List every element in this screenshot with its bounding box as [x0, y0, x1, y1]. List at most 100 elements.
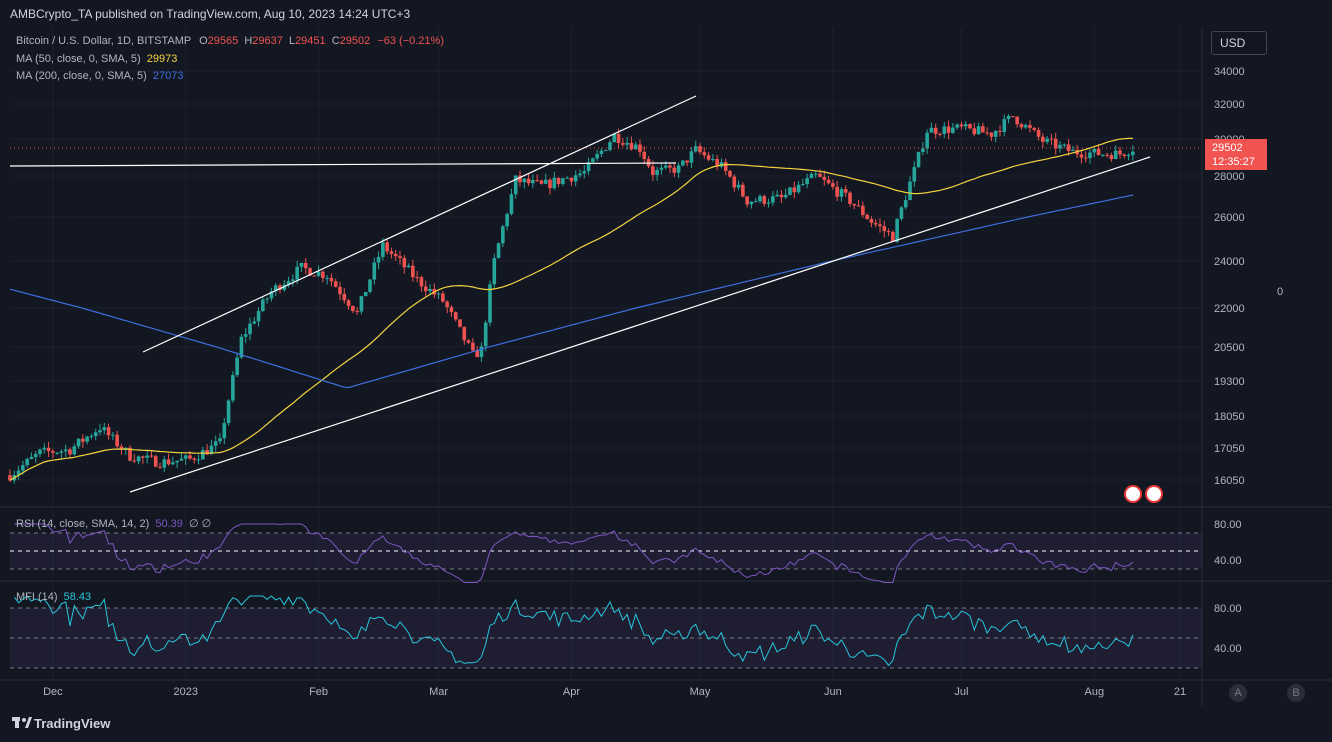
candle-body	[42, 447, 47, 450]
candle-body	[213, 441, 218, 446]
candle-body	[188, 455, 192, 459]
rsi-label: RSI (14, close, SMA, 14, 2)	[16, 518, 150, 530]
last-price-tag: 29502 12:35:27	[1205, 139, 1267, 170]
candle-body	[818, 173, 822, 177]
candle-body	[372, 262, 377, 280]
candle-body	[479, 346, 484, 358]
candle-body	[93, 432, 98, 437]
candle-body	[278, 285, 282, 290]
candle-body	[891, 232, 895, 242]
candle-body	[998, 130, 1002, 132]
candle-body	[882, 226, 887, 232]
candle-body	[303, 262, 308, 269]
candle-body	[68, 449, 72, 455]
candle-body	[745, 196, 749, 205]
candle-body	[81, 438, 85, 442]
candle-body	[119, 446, 124, 450]
candle-body	[445, 301, 449, 308]
candle-body	[698, 146, 702, 153]
candle-body	[483, 322, 488, 347]
symbol-name: Bitcoin / U.S. Dollar, 1D, BITSTAMP	[16, 35, 192, 47]
ma200-legend: MA (200, close, 0, SMA, 5) 27073	[16, 70, 184, 82]
candle-body	[359, 296, 364, 312]
candle-body	[63, 449, 68, 452]
candle-body	[1126, 155, 1131, 157]
mfi-value: 58.43	[63, 591, 92, 603]
candle-body	[651, 166, 655, 175]
candle-body	[89, 436, 94, 438]
candle-body	[685, 160, 689, 163]
candle-body	[59, 451, 64, 453]
last-price: 29502	[1212, 142, 1243, 154]
mfi-label: MFI (14)	[16, 591, 58, 603]
candle-body	[805, 178, 809, 185]
candle-body	[612, 134, 617, 143]
candle-body	[921, 148, 925, 153]
candle-body	[376, 256, 381, 263]
candle-body	[942, 126, 947, 134]
candle-body	[822, 176, 827, 180]
candle-body	[616, 134, 621, 144]
main-pane	[10, 28, 1202, 506]
log-scale-button[interactable]: B	[1287, 684, 1305, 702]
candle-body	[16, 470, 21, 476]
candle-body	[775, 194, 779, 197]
ma200-label: MA (200, close, 0, SMA, 5)	[16, 70, 147, 82]
symbol-legend: Bitcoin / U.S. Dollar, 1D, BITSTAMP O295…	[16, 35, 444, 47]
candle-body	[38, 449, 42, 455]
candle-body	[128, 447, 132, 461]
candle-body	[719, 162, 724, 167]
candle-body	[599, 150, 604, 155]
x-tick-label: Aug	[1084, 686, 1104, 698]
rsi-tick-label: 40.00	[1214, 555, 1242, 567]
candle-body	[681, 160, 685, 166]
ma50-legend: MA (50, close, 0, SMA, 5) 29973	[16, 53, 177, 65]
candle-body	[406, 265, 411, 268]
candle-body	[771, 196, 775, 203]
candle-body	[355, 311, 359, 313]
auto-scale-button[interactable]: A	[1229, 684, 1247, 702]
candle-body	[831, 183, 835, 187]
candle-body	[938, 133, 942, 135]
candle-body	[573, 175, 578, 182]
candle-body	[171, 462, 175, 465]
candle-body	[21, 465, 25, 471]
candle-body	[856, 205, 861, 207]
candle-body	[603, 150, 608, 152]
y-tick-label: 19300	[1214, 376, 1245, 388]
x-tick-label: Dec	[43, 686, 63, 698]
candle-body	[779, 194, 784, 198]
candle-body	[869, 219, 874, 223]
candle-body	[629, 142, 634, 150]
candle-body	[591, 158, 595, 163]
candle-body	[423, 286, 428, 292]
low-label: L	[288, 35, 296, 47]
candle-body	[633, 144, 638, 150]
candle-body	[269, 291, 274, 299]
candle-body	[655, 169, 659, 175]
candle-body	[1083, 157, 1088, 159]
candle-body	[1105, 154, 1109, 156]
y-tick-label: 26000	[1214, 212, 1245, 224]
us-flag-event-icon[interactable]	[1124, 485, 1142, 503]
candle-body	[261, 299, 265, 312]
candle-body	[783, 194, 788, 198]
candle-body	[192, 458, 197, 460]
candle-body	[638, 144, 642, 152]
candle-body	[513, 175, 518, 195]
candle-body	[518, 175, 522, 183]
rsi-line	[14, 523, 1134, 583]
candle-body	[436, 293, 441, 295]
candle-body	[153, 456, 158, 467]
candle-body	[466, 340, 471, 343]
candle-body	[826, 179, 831, 184]
currency-selector[interactable]: USD	[1211, 31, 1267, 55]
candle-body	[972, 128, 977, 135]
candle-body	[526, 178, 531, 184]
us-flag-event-icon[interactable]	[1145, 485, 1163, 503]
candle-body	[839, 189, 844, 197]
x-tick-label: Jul	[954, 686, 968, 698]
candle-body	[548, 179, 552, 189]
